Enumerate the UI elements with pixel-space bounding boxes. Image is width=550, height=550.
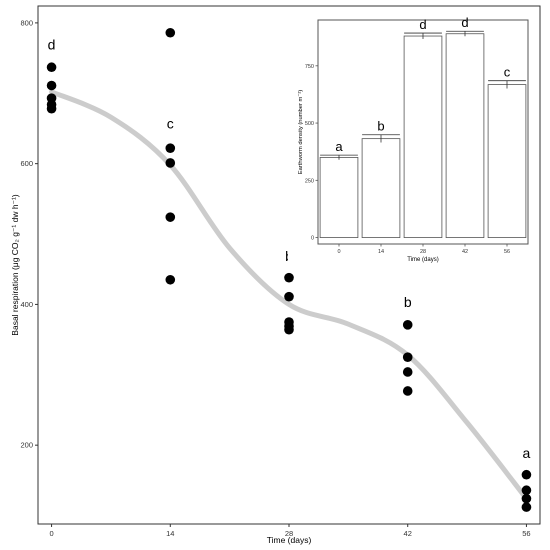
x-tick-label: 14 (166, 529, 174, 538)
inset-y-tick-label: 250 (305, 178, 314, 184)
data-point (165, 212, 176, 222)
bar-significance-letter: c (504, 65, 511, 80)
inset-y-tick-label: 750 (305, 64, 314, 70)
inset-y-axis-label: Earthworm density (number m⁻²) (298, 90, 304, 175)
data-point (521, 469, 532, 480)
bar (403, 35, 443, 238)
data-point (165, 27, 176, 38)
inset-x-tick-label: 0 (337, 249, 340, 255)
main-scatter-chart: 0 14 28 42 56 200 400 600 800 Time (days) Basal re… (10, 5, 541, 545)
data-point (402, 352, 413, 362)
y-tick-label: 200 (20, 441, 33, 450)
x-tick-label: 56 (522, 529, 530, 538)
smooth-trend-line (49, 89, 529, 502)
data-point (165, 274, 176, 285)
data-point (46, 62, 57, 73)
y-tick-label: 800 (20, 18, 33, 27)
x-tick-label: 0 (49, 529, 53, 538)
bar (445, 33, 485, 238)
y-tick-label: 400 (20, 300, 33, 309)
inset-x-tick-label: 28 (420, 249, 426, 255)
bar (319, 157, 359, 238)
x-tick-label: 28 (285, 529, 293, 538)
bar (361, 138, 401, 238)
significance-letter: d (48, 37, 56, 53)
data-point (284, 272, 294, 283)
bar-significance-letter: b (377, 119, 384, 134)
inset-x-tick-label: 56 (504, 249, 510, 255)
significance-letter: c (167, 115, 174, 131)
data-point (284, 291, 294, 302)
bar-significance-letter: a (335, 139, 343, 154)
data-point (46, 103, 57, 114)
bar-significance-letter: d (419, 17, 426, 32)
inset-x-tick-label: 42 (462, 249, 468, 255)
inset-y-tick-label: 500 (305, 121, 314, 127)
significance-letter: b (404, 294, 412, 310)
x-axis-label: Time (days) (267, 535, 312, 545)
y-tick-label: 600 (20, 159, 33, 168)
bar-significance-letter: d (461, 15, 468, 30)
data-point (402, 320, 413, 330)
bar (487, 84, 527, 238)
data-point (46, 80, 57, 91)
inset-x-axis-label: Time (days) (407, 257, 438, 263)
data-point (521, 485, 532, 496)
significance-letter: a (523, 445, 531, 461)
x-tick-label: 42 (404, 529, 412, 538)
data-point (284, 324, 294, 335)
data-point (521, 493, 532, 504)
data-point (402, 386, 413, 396)
data-point (521, 502, 532, 512)
data-point (402, 367, 413, 377)
data-point (165, 143, 176, 153)
y-axis-label: Basal respiration (μg CO₂ g⁻¹ dw h⁻¹) (10, 194, 20, 336)
data-point (165, 158, 176, 168)
inset-y-tick-label: 0 (311, 236, 314, 242)
inset-bar-chart: a b d d c 0 14 28 42 56 0 250 500 750 Time (days) Earth… (288, 14, 534, 267)
inset-x-tick-label: 14 (378, 249, 384, 255)
